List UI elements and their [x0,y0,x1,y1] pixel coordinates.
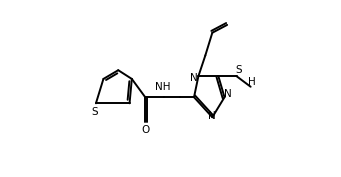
Text: S: S [236,65,242,75]
Text: N: N [224,89,232,99]
Text: NH: NH [155,82,170,92]
Text: O: O [141,125,149,135]
Text: N: N [208,111,215,121]
Text: S: S [91,107,98,117]
Text: H: H [248,77,256,87]
Text: N: N [190,73,198,83]
